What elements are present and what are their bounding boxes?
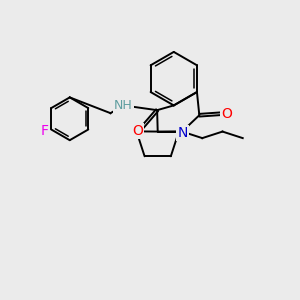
Text: O: O xyxy=(132,124,142,138)
Text: F: F xyxy=(41,124,49,138)
Text: O: O xyxy=(221,107,232,121)
Text: N: N xyxy=(178,126,188,140)
Text: NH: NH xyxy=(114,99,133,112)
